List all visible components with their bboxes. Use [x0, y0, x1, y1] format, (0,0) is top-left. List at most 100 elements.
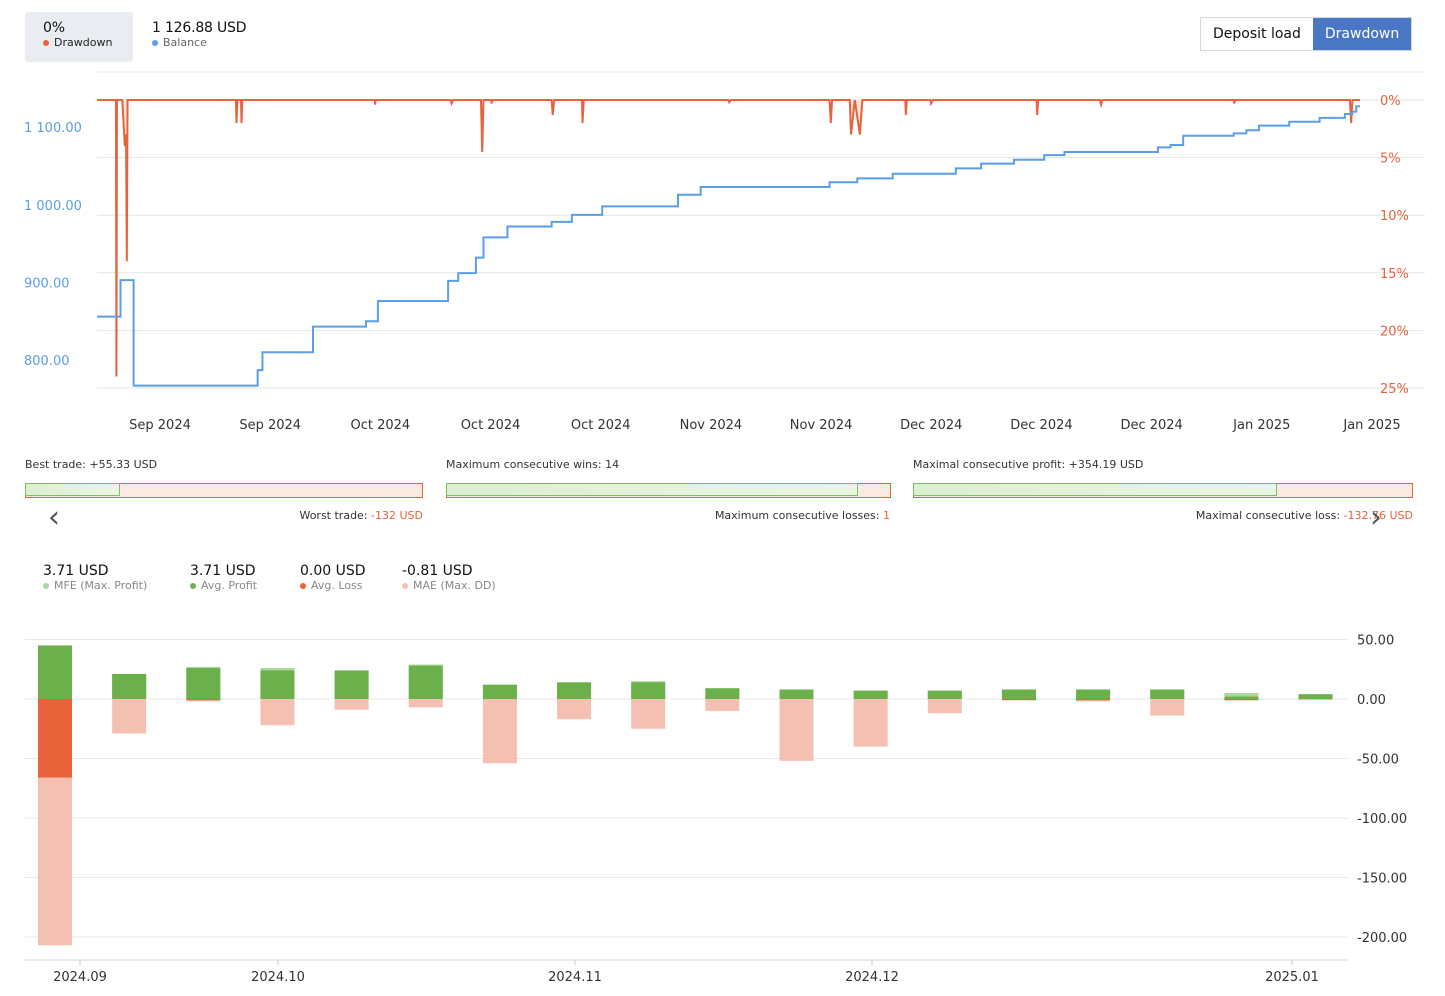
avg-profit-bar: [1076, 689, 1111, 699]
avg-profit-bar: [260, 670, 295, 699]
deposit-load-button[interactable]: Deposit load: [1201, 18, 1313, 50]
y-tick-label: 50.00: [1357, 634, 1394, 649]
mae-bar: [557, 699, 592, 720]
mfe-value: 3.71 USD: [43, 563, 109, 579]
chevron-left-icon[interactable]: ‹: [48, 500, 60, 535]
best-trade-value: +55.33 USD: [89, 458, 158, 471]
avg-loss-value: 0.00 USD: [300, 563, 366, 579]
mae-bar: [1150, 699, 1185, 716]
drawdown-legend-content: 0% Drawdown: [43, 20, 112, 49]
x-tick-label: Jan 2025: [1342, 418, 1400, 433]
mae-dot-icon: [402, 582, 408, 589]
avg-profit-bar: [38, 645, 72, 699]
avg-loss-bar: [186, 699, 221, 701]
cons-profit-loss-bar: [913, 483, 1413, 498]
drawdown-area: [97, 100, 1360, 377]
avg-profit-label: Avg. Profit: [201, 579, 258, 592]
x-tick-label: Sep 2024: [129, 418, 191, 433]
mae-bar: [482, 699, 517, 764]
avg-loss-bar: [38, 699, 72, 778]
cons-profit-fill: [913, 483, 1277, 496]
x-tick-label: Nov 2024: [790, 418, 853, 433]
x-tick-label: 2024.12: [845, 970, 899, 985]
balance-dot-icon: [152, 39, 158, 46]
avg-profit-bar: [557, 682, 592, 699]
cons-wins-fill: [446, 483, 858, 496]
y-tick-label: -200.00: [1357, 931, 1407, 946]
mfe-mae-bar-chart: 50.00 0.00 -50.00 -100.00 -150.00 -200.00 2024…: [25, 634, 1407, 985]
max-cons-profit-label: Maximal consecutive profit: +354.19 USD: [913, 458, 1144, 471]
balance-label: Balance: [163, 36, 207, 49]
mae-value: -0.81 USD: [402, 563, 473, 579]
mae-bar: [927, 699, 962, 714]
worst-trade-label: Worst trade: -132 USD: [299, 509, 423, 522]
avg-profit-bar: [1150, 689, 1185, 699]
mfe-dot-icon: [43, 582, 49, 589]
chart-mode-toggle: Deposit load Drawdown: [1200, 17, 1413, 51]
avg-loss-bar: [1076, 699, 1111, 701]
mae-bar: [112, 699, 147, 734]
mae-label: MAE (Max. DD): [413, 579, 496, 592]
avg-profit-bar: [112, 674, 147, 699]
mae-bar: [260, 699, 295, 726]
y-right-tick-label: 15%: [1380, 267, 1409, 282]
max-cons-wins-label: Maximum consecutive wins: 14: [446, 458, 620, 471]
avg-profit-bar: [1298, 694, 1333, 699]
x-tick-label: Oct 2024: [571, 418, 631, 433]
drawdown-label: Drawdown: [54, 36, 113, 49]
avg-loss-bar: [1224, 699, 1259, 701]
avg-loss-label: Avg. Loss: [311, 579, 363, 592]
avg-profit-bar: [853, 690, 888, 699]
mae-metric: -0.81 USD MAE (Max. DD): [402, 563, 496, 592]
best-trade-label: Best trade: +55.33 USD: [25, 458, 158, 471]
x-tick-label: 2025.01: [1265, 970, 1319, 985]
max-cons-loss-label: Maximal consecutive loss: -132.76 USD: [1195, 509, 1413, 522]
y-left-tick-label: 1 100.00: [24, 121, 82, 136]
x-tick-label: Sep 2024: [239, 418, 301, 433]
avg-profit-bar: [779, 689, 814, 699]
drawdown-value: 0%: [43, 20, 65, 36]
balance-value: 1 126.88 USD: [152, 20, 247, 36]
avg-profit-bar: [1224, 696, 1259, 699]
drawdown-dot-icon: [43, 39, 49, 46]
mae-bar: [408, 699, 443, 708]
avg-profit-bar: [408, 665, 443, 699]
x-tick-label: Oct 2024: [351, 418, 411, 433]
balance-line: [97, 105, 1360, 387]
avg-profit-bar: [482, 684, 517, 699]
worst-trade-value: -132 USD: [371, 509, 423, 522]
mfe-metric: 3.71 USD MFE (Max. Profit): [43, 563, 147, 592]
x-tick-label: Dec 2024: [1010, 418, 1072, 433]
x-tick-label: 2024.11: [548, 970, 602, 985]
max-cons-wins-value: 14: [605, 458, 620, 471]
x-tick-label: 2024.10: [251, 970, 305, 985]
y-right-tick-label: 20%: [1380, 324, 1409, 339]
best-trade-fill: [25, 483, 121, 496]
chevron-right-icon[interactable]: ›: [1370, 500, 1382, 535]
avg-profit-bar: [186, 668, 221, 699]
max-cons-loss-value: -132.76 USD: [1343, 509, 1413, 522]
drawdown-button[interactable]: Drawdown: [1312, 18, 1412, 50]
avg-profit-bar: [631, 682, 666, 699]
avg-profit-dot-icon: [190, 582, 196, 589]
y-right-tick-label: 5%: [1380, 152, 1401, 167]
cons-wins-losses-bar: [446, 483, 891, 498]
drawdown-legend[interactable]: [25, 12, 133, 62]
x-tick-label: Oct 2024: [461, 418, 521, 433]
y-left-tick-label: 1 000.00: [24, 199, 82, 214]
y-tick-label: -150.00: [1357, 872, 1407, 887]
y-tick-label: -100.00: [1357, 812, 1407, 827]
avg-profit-bar: [334, 670, 369, 699]
mae-bar: [853, 699, 888, 747]
avg-profit-bar: [927, 690, 962, 699]
y-right-tick-label: 25%: [1380, 382, 1409, 397]
mae-bar: [705, 699, 740, 711]
mae-bar: [779, 699, 814, 761]
mae-bar: [631, 699, 666, 729]
mfe-label: MFE (Max. Profit): [54, 579, 148, 592]
y-tick-label: 0.00: [1357, 693, 1386, 708]
mfe-bar: [1224, 693, 1259, 699]
max-cons-losses-label: Maximum consecutive losses: 1: [714, 509, 890, 522]
balance-legend[interactable]: 1 126.88 USD Balance: [152, 20, 247, 49]
max-cons-losses-value: 1: [883, 509, 890, 522]
